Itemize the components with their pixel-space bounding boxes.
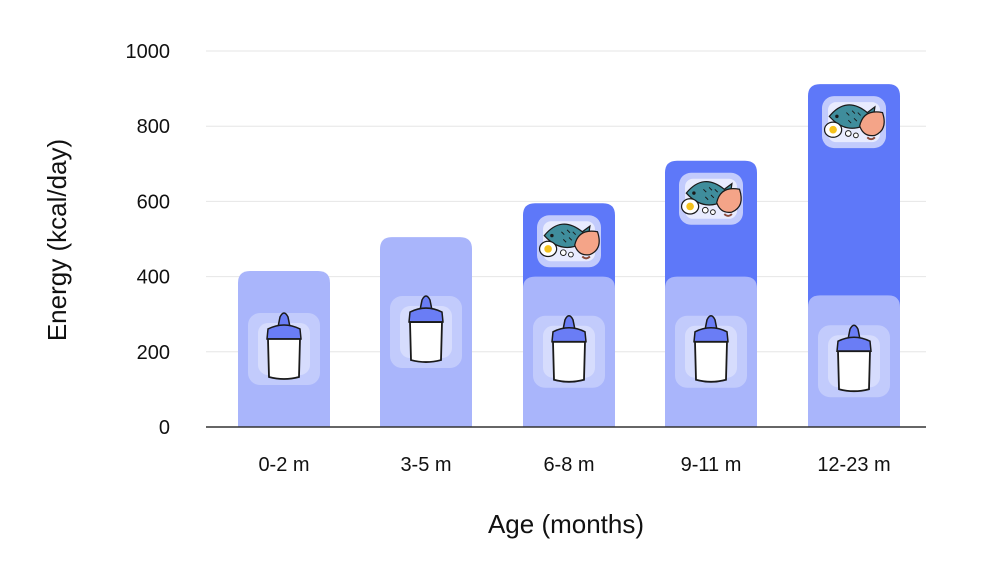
baby-bottle-icon: [818, 324, 890, 398]
baby-bottle-icon: [675, 314, 747, 388]
complementary-food-icon: [537, 215, 601, 268]
baby-bottle-icon: [248, 312, 320, 385]
y-tick-label: 0: [159, 417, 170, 439]
y-tick-label: 400: [137, 267, 170, 289]
x-axis-title: Age (months): [488, 509, 644, 539]
y-tick-label: 600: [137, 191, 170, 213]
baby-bottle-icon: [390, 295, 462, 369]
complementary-food-icon: [679, 172, 743, 225]
y-tick-labels: 0 200 400 600 800 1000: [126, 41, 171, 439]
x-tick-label: 9-11 m: [681, 454, 742, 476]
y-axis-title: Energy (kcal/day): [42, 139, 72, 341]
baby-bottle-icon: [533, 314, 605, 388]
x-tick-labels: 0-2 m 3-5 m 6-8 m 9-11 m 12-23 m: [258, 454, 890, 476]
y-tick-label: 1000: [126, 41, 171, 63]
x-tick-label: 0-2 m: [258, 454, 309, 476]
bar-icons: [248, 96, 890, 398]
x-tick-label: 6-8 m: [543, 454, 594, 476]
y-tick-label: 800: [137, 116, 170, 138]
y-tick-label: 200: [137, 342, 170, 364]
x-tick-label: 3-5 m: [400, 454, 451, 476]
complementary-food-icon: [822, 96, 886, 149]
x-tick-label: 12-23 m: [817, 454, 890, 476]
